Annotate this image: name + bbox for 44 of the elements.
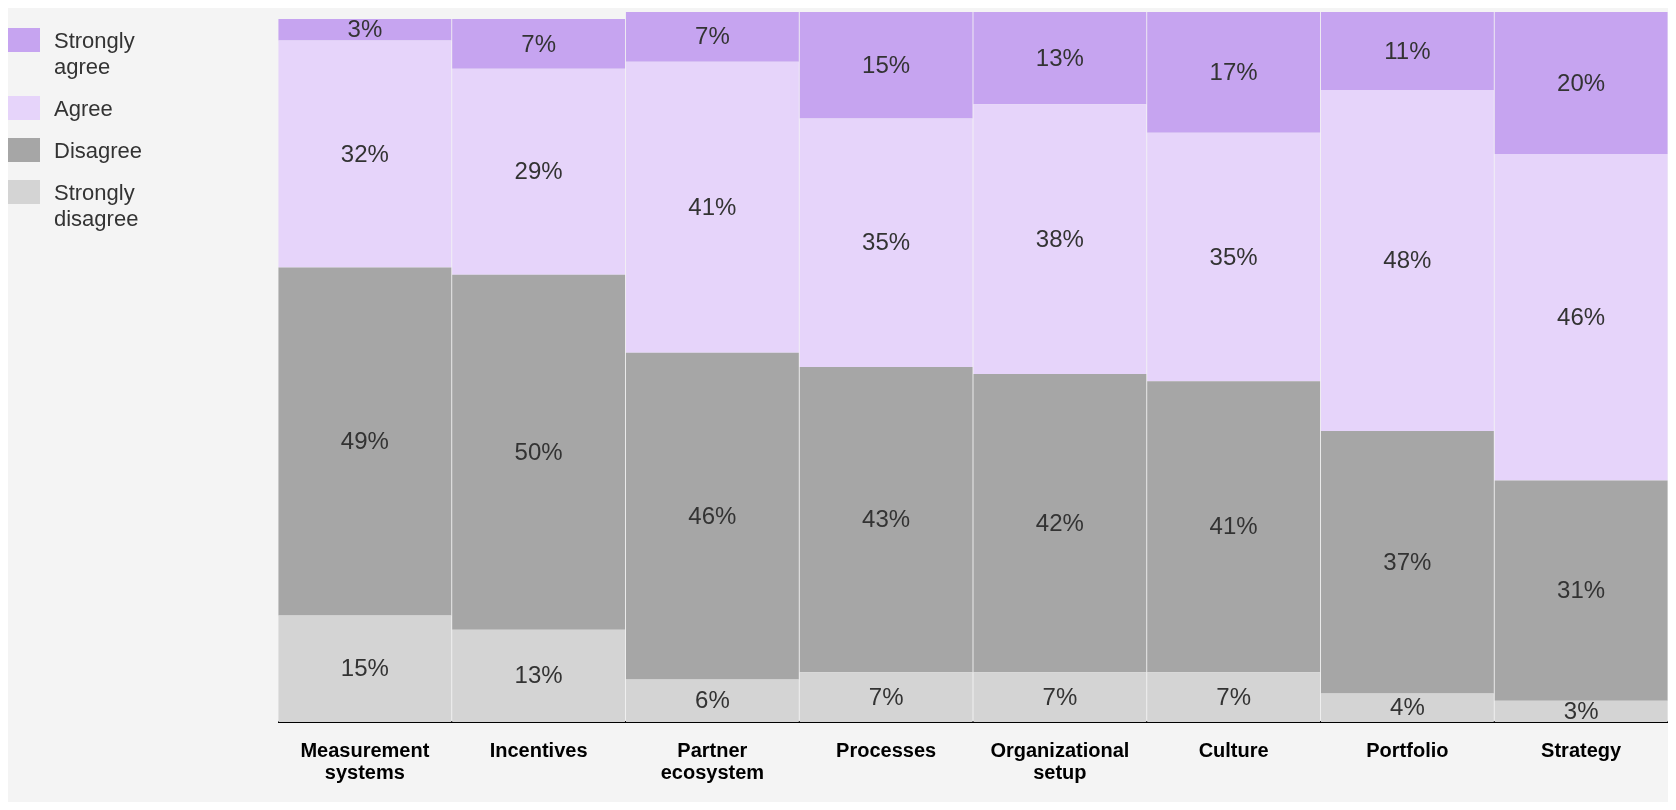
data-label: 7% (868, 682, 904, 710)
legend-label: Strongly disagree (54, 180, 140, 232)
data-label: 7% (1216, 682, 1251, 710)
data-label: 17% (1209, 57, 1258, 85)
data-label: 41% (688, 192, 737, 220)
data-label: 20% (1557, 68, 1606, 96)
data-label: 6% (695, 686, 730, 714)
data-label: 7% (521, 29, 556, 57)
x-tick-label: Portfolio (1366, 738, 1449, 761)
data-label: 32% (340, 139, 389, 167)
data-label: 35% (862, 228, 911, 256)
data-label: 37% (1383, 547, 1432, 575)
x-tick-label: Strategy (1541, 738, 1623, 761)
data-label: 29% (514, 157, 563, 185)
x-tick-label: Organizational setup (990, 738, 1130, 783)
data-label: 15% (862, 50, 911, 78)
data-label: 31% (1557, 576, 1606, 604)
data-label: 11% (1384, 36, 1431, 64)
x-tick-label: Processes (836, 738, 937, 761)
data-label: 46% (1557, 302, 1606, 330)
x-tick-label: Partner ecosystem (660, 738, 765, 783)
data-label: 7% (1042, 682, 1078, 710)
data-label: 43% (862, 505, 911, 533)
data-label: 15% (340, 654, 389, 682)
data-label: 3% (1563, 696, 1599, 724)
data-label: 3% (347, 15, 383, 43)
data-label: 46% (688, 501, 737, 529)
data-label: 35% (1209, 242, 1258, 270)
data-label: 48% (1383, 246, 1432, 274)
data-label: 13% (514, 661, 563, 689)
data-label: 13% (1035, 43, 1084, 71)
data-label: 42% (1035, 508, 1084, 536)
x-tick-label: Incentives (489, 738, 588, 761)
data-label: 41% (1209, 512, 1258, 540)
legend-label: Agree (54, 96, 114, 122)
x-tick-label: Measurement systems (300, 738, 430, 783)
x-tick-label: Culture (1198, 738, 1269, 761)
data-label: 38% (1035, 224, 1084, 252)
data-label: 4% (1390, 693, 1425, 721)
data-label: 50% (514, 437, 563, 465)
legend-label: Strongly agree (54, 28, 136, 80)
data-label: 7% (695, 22, 730, 50)
legend-label: Disagree (54, 138, 144, 164)
data-label: 49% (340, 427, 389, 455)
